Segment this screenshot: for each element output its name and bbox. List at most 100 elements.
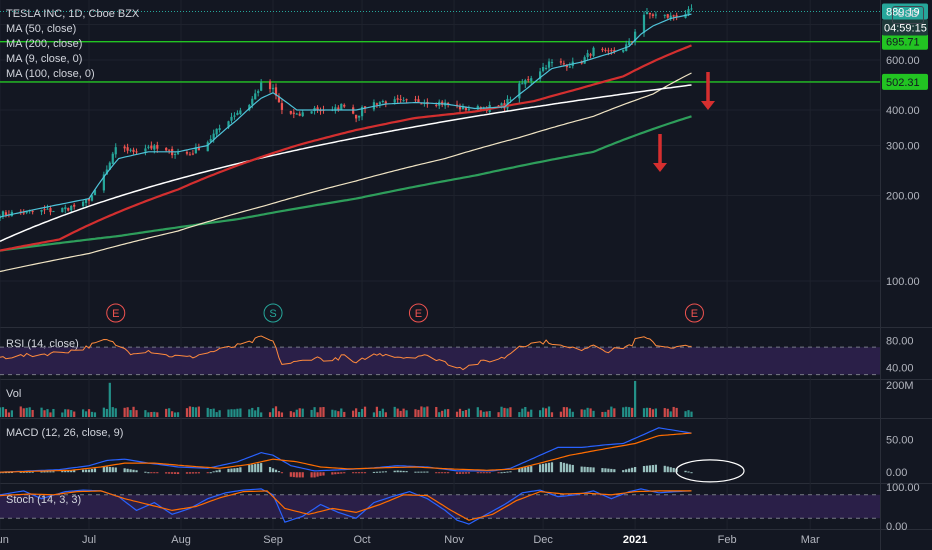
volume-bar (7, 412, 11, 417)
legend-ma50[interactable]: MA (50, close) (6, 23, 77, 35)
macd-histogram-bar (607, 468, 610, 473)
split-event-marker[interactable]: S (263, 303, 283, 323)
volume-bar (31, 409, 34, 417)
candle (254, 89, 257, 100)
event-label: E (112, 308, 119, 320)
volume-bar (435, 406, 438, 417)
macd-histogram-bar (384, 471, 387, 473)
candle-body (518, 83, 521, 99)
volume-bar (123, 407, 126, 417)
earnings-event-marker[interactable]: E (684, 303, 704, 323)
candle-body (295, 113, 298, 115)
candle (319, 107, 322, 115)
volume-bar (509, 407, 512, 417)
macd-histogram-bar (521, 467, 524, 473)
ma9-line (0, 13, 692, 218)
macd-tick-label: 0.00 (886, 467, 907, 479)
volume-bar (559, 411, 563, 417)
macd-histogram-bar (90, 469, 94, 473)
macd-histogram-bar (340, 472, 343, 474)
candle (663, 14, 666, 19)
candle (156, 141, 159, 153)
candle (67, 207, 70, 212)
candle (132, 147, 135, 155)
volume-legend[interactable]: Vol (6, 388, 22, 400)
volume-bar (592, 410, 595, 417)
macd-histogram-bar (444, 472, 447, 474)
macd-histogram-bar (227, 468, 230, 473)
arrow-annotation (701, 72, 715, 110)
macd-histogram-bar (316, 472, 319, 477)
volume-bar (331, 409, 334, 417)
stoch-pane[interactable] (0, 488, 880, 525)
candle-body (458, 106, 462, 110)
macd-histogram-bar (260, 463, 263, 473)
legend-ma9[interactable]: MA (9, close, 0) (6, 53, 83, 65)
volume-bar (153, 411, 156, 417)
macd-pane[interactable] (0, 427, 745, 483)
volume-bar (438, 412, 441, 417)
price-axis: 800.00600.00500.00400.00300.00200.00100.… (882, 3, 928, 533)
earnings-event-marker[interactable]: E (408, 303, 428, 323)
candle-body (405, 99, 408, 101)
volume-bar (280, 412, 284, 417)
macd-histogram-bar (631, 467, 634, 473)
symbol-title[interactable]: TESLA INC, 1D, Cboe BZX (6, 8, 140, 20)
candle (70, 204, 73, 213)
volume-bar (105, 408, 108, 417)
macd-histogram-bar (663, 465, 666, 473)
candle-body (114, 147, 117, 155)
volume-bar (310, 409, 313, 417)
candle-body (539, 71, 542, 79)
candle (399, 94, 402, 103)
candle-body (301, 112, 304, 117)
candle (544, 64, 548, 71)
candle (111, 151, 114, 165)
stoch-legend[interactable]: Stoch (14, 3, 3) (6, 494, 82, 506)
candle (669, 12, 672, 21)
volume-bar (378, 410, 381, 417)
volume-bar (384, 412, 387, 417)
candle (239, 107, 242, 116)
candle-body (176, 152, 180, 154)
time-tick-label: Mar (801, 534, 820, 546)
volume-bar (399, 410, 402, 417)
candle (49, 205, 52, 216)
macd-histogram-bar (423, 471, 426, 473)
macd-histogram-bar (586, 466, 589, 473)
macd-legend[interactable]: MACD (12, 26, close, 9) (6, 427, 124, 439)
volume-bar (690, 411, 693, 417)
volume-bar (197, 406, 200, 417)
legend-ma100[interactable]: MA (100, close, 0) (6, 68, 95, 80)
event-circle (684, 303, 704, 323)
volume-bar (672, 406, 675, 417)
volume-bar (628, 407, 631, 417)
macd-histogram-bar (274, 469, 278, 473)
volume-bar (292, 412, 295, 417)
earnings-event-marker[interactable]: E (106, 303, 126, 323)
macd-histogram-bar (301, 472, 304, 478)
volume-bar (663, 408, 666, 417)
volume-pane[interactable] (0, 381, 693, 417)
volume-bar (254, 410, 257, 417)
candle (215, 128, 218, 138)
rsi-pane[interactable] (0, 335, 880, 376)
macd-histogram-bar (123, 468, 126, 473)
volume-bar (444, 409, 447, 417)
event-label: E (691, 308, 698, 320)
macd-histogram-bar (405, 471, 408, 473)
event-circle (106, 303, 126, 323)
level-high-tag: 695.71 (882, 33, 928, 50)
candle-body (236, 112, 239, 115)
rsi-legend[interactable]: RSI (14, close) (6, 338, 79, 350)
volume-bar (218, 410, 221, 417)
currency-button[interactable]: USD (892, 6, 924, 24)
volume-bar (46, 409, 49, 417)
candle-body (1, 211, 5, 217)
macd-histogram-bar (156, 472, 159, 474)
macd-histogram-bar (84, 469, 88, 473)
time-tick-label: Feb (718, 534, 737, 546)
legend-ma200[interactable]: MA (200, close) (6, 38, 83, 50)
